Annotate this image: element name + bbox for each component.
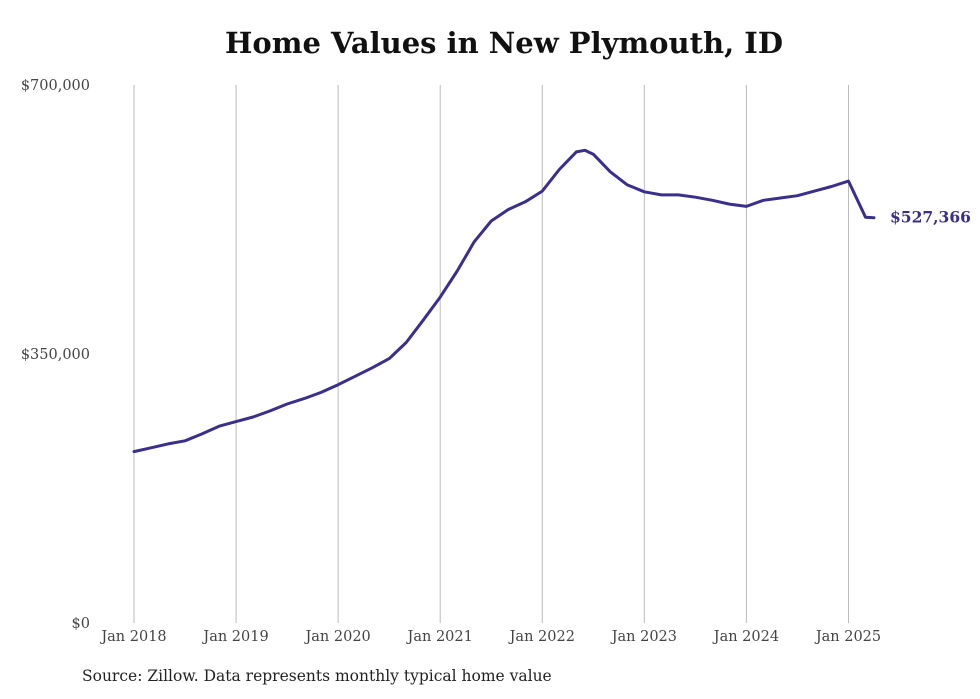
x-tick-label: Jan 2021: [406, 629, 473, 645]
chart-title: Home Values in New Plymouth, ID: [225, 26, 783, 60]
y-tick-label: $350,000: [21, 347, 90, 363]
x-tick-label: Jan 2023: [610, 629, 677, 645]
x-tick-label: Jan 2024: [712, 629, 779, 645]
gridlines: [133, 85, 849, 623]
y-tick-label: $0: [72, 616, 90, 632]
x-axis-ticks: Jan 2018 Jan 2019 Jan 2020 Jan 2021 Jan 2022…: [99, 629, 881, 645]
x-tick-label: Jan 2020: [303, 629, 370, 645]
y-axis-ticks: $0 $350,000 $700,000: [21, 78, 90, 632]
home-value-line: [132, 148, 876, 454]
x-tick-label: Jan 2018: [99, 629, 166, 645]
x-tick-label: Jan 2025: [814, 629, 881, 645]
x-tick-label: Jan 2022: [508, 629, 575, 645]
latest-value-label: $527,366: [890, 208, 971, 227]
x-tick-label: Jan 2019: [201, 629, 268, 645]
source-note: Source: Zillow. Data represents monthly …: [82, 667, 552, 685]
y-tick-label: $700,000: [21, 78, 90, 94]
